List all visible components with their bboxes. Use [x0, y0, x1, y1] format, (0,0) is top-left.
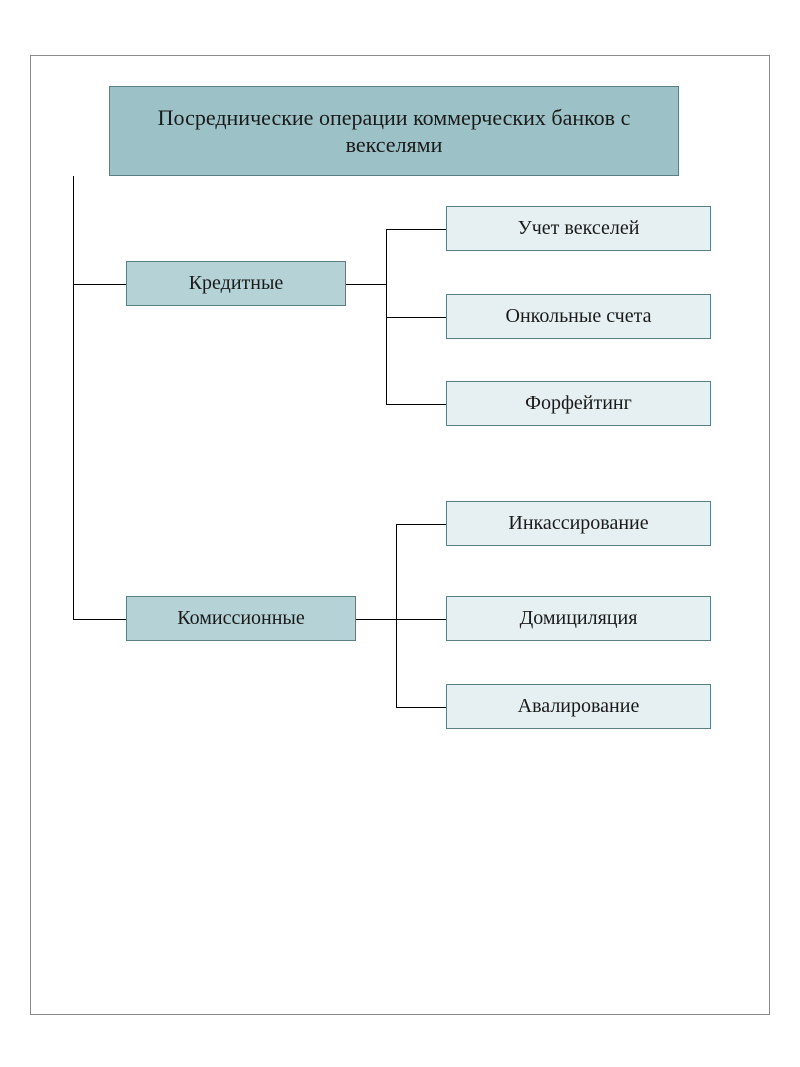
connector-h [386, 404, 446, 405]
connector-h [356, 619, 396, 620]
connector-h [73, 619, 126, 620]
leaf-box-0-2: Форфейтинг [446, 381, 711, 426]
leaf-box-1-2: Авалирование [446, 684, 711, 729]
connector-h [73, 284, 126, 285]
connector-h [396, 619, 446, 620]
connector-h [396, 707, 446, 708]
connector-v [396, 524, 397, 707]
connector-h [386, 317, 446, 318]
connector-h [396, 524, 446, 525]
leaf-box-0-0: Учет векселей [446, 206, 711, 251]
connector-h [346, 284, 386, 285]
diagram-canvas: Посреднические операции коммерческих бан… [30, 55, 770, 1015]
leaf-box-0-1: Онкольные счета [446, 294, 711, 339]
category-box-1: Комиссионные [126, 596, 356, 641]
leaf-box-1-1: Домициляция [446, 596, 711, 641]
category-box-0: Кредитные [126, 261, 346, 306]
title-box: Посреднические операции коммерческих бан… [109, 86, 679, 176]
leaf-box-1-0: Инкассирование [446, 501, 711, 546]
connector-v [73, 176, 74, 619]
connector-h [386, 229, 446, 230]
